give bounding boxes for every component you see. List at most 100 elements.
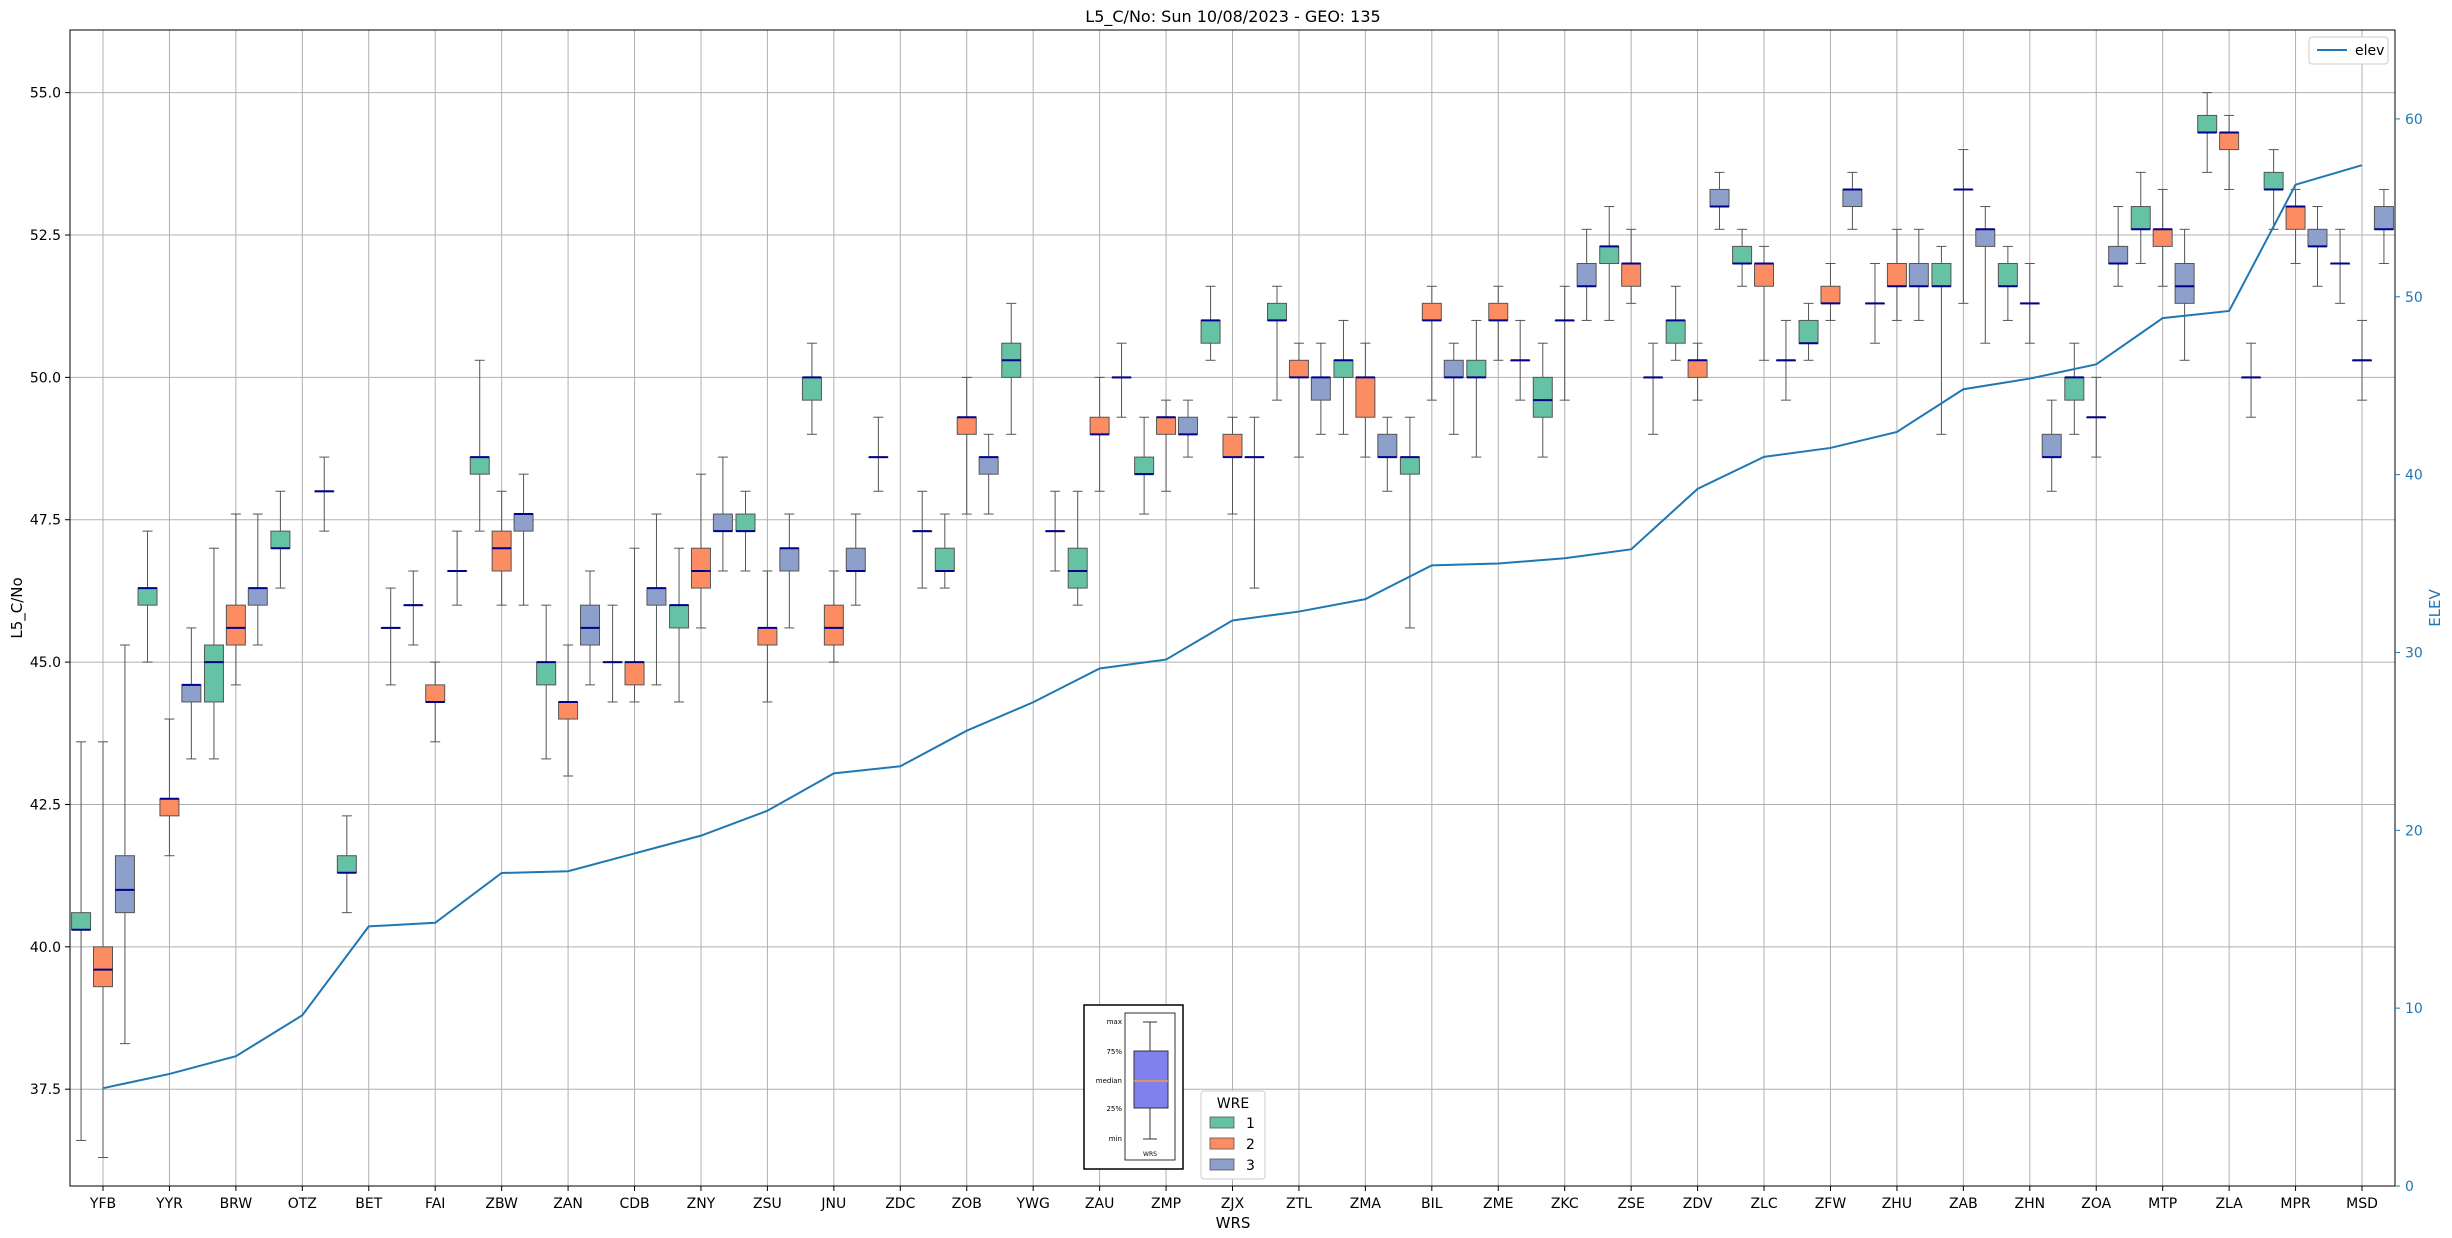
box-body bbox=[1665, 319, 1686, 344]
box-zhn-wre2 bbox=[2019, 262, 2040, 344]
x-tick-label: ZOA bbox=[2081, 1196, 2111, 1212]
box-body bbox=[469, 456, 490, 475]
x-tick-label: ZLC bbox=[1750, 1196, 1777, 1212]
line-legend-label: elev bbox=[2355, 43, 2384, 59]
box-cdb-wre2 bbox=[624, 547, 645, 703]
box-otz-wre3 bbox=[314, 456, 335, 532]
x-tick-label: ZDC bbox=[885, 1196, 915, 1212]
box-msd-wre2 bbox=[2352, 319, 2372, 401]
x-axis: YFB YYR BRW OTZ BET FAI ZBW ZAN CDB ZNY ZSU JNU ZDC Z… bbox=[89, 1186, 2378, 1212]
box-zoa-wre1 bbox=[2064, 342, 2085, 435]
box-ywg-wre3 bbox=[1045, 490, 1066, 572]
box-zau-wre2 bbox=[1089, 376, 1110, 492]
box-body bbox=[1754, 262, 1775, 287]
wre-legend-swatch-3 bbox=[1209, 1158, 1235, 1171]
box-mtp-wre3 bbox=[2174, 228, 2195, 361]
box-zlc-wre2 bbox=[1754, 245, 1775, 361]
boxplot-key-axes bbox=[1124, 1012, 1176, 1161]
box-body bbox=[1532, 376, 1553, 418]
box-zob-wre3 bbox=[978, 433, 999, 515]
box-yyr-wre3 bbox=[181, 627, 202, 760]
box-yfb-wre3 bbox=[114, 644, 135, 1045]
box-zjx-wre1 bbox=[1200, 285, 1221, 361]
box-body bbox=[823, 604, 844, 646]
box-body bbox=[1732, 245, 1753, 264]
box-ywg-wre1 bbox=[1001, 302, 1022, 435]
box-body bbox=[2041, 433, 2062, 458]
line-legend-frame bbox=[2308, 36, 2389, 65]
box-zma-wre2 bbox=[1355, 342, 1376, 458]
x-tick-label: ZNY bbox=[687, 1196, 716, 1212]
x-tick-label: ZMP bbox=[1151, 1196, 1181, 1212]
box-zbw-wre3 bbox=[513, 473, 534, 606]
wre-legend: WRE 1 2 3 bbox=[1200, 1090, 1266, 1180]
box-body bbox=[757, 627, 778, 646]
box-zme-wre1 bbox=[1466, 319, 1487, 458]
box-yfb-wre1 bbox=[71, 741, 92, 1141]
x-tick-label: ZLA bbox=[2215, 1196, 2243, 1212]
boxplot-key-xlabel: WRS bbox=[1143, 1151, 1157, 1158]
box-body bbox=[956, 416, 977, 435]
wre-legend-swatch-1 bbox=[1209, 1116, 1235, 1129]
box-zdv-wre3 bbox=[1709, 171, 1730, 230]
wre-legend-label-3: 3 bbox=[1246, 1158, 1255, 1174]
y2-tick-label: 30 bbox=[2405, 645, 2423, 661]
box-body bbox=[845, 547, 866, 572]
box-zdv-wre1 bbox=[1665, 285, 1686, 361]
box-body bbox=[71, 912, 92, 931]
x-tick-label: ZTL bbox=[1286, 1196, 1312, 1212]
x-tick-label: YWG bbox=[1016, 1196, 1050, 1212]
box-body bbox=[1975, 228, 1996, 247]
box-body bbox=[1200, 319, 1221, 344]
box-zhn-wre1 bbox=[1997, 245, 2018, 321]
box-body bbox=[1997, 262, 2018, 287]
boxplot-key-max-label: max bbox=[1107, 1018, 1122, 1026]
box-body bbox=[1599, 245, 1620, 264]
box-body bbox=[934, 547, 955, 572]
box-zab-wre3 bbox=[1975, 206, 1996, 344]
box-bet-wre1 bbox=[336, 815, 357, 914]
box-body bbox=[1709, 188, 1730, 208]
box-body bbox=[669, 604, 690, 629]
y-tick-label: 52.5 bbox=[30, 228, 61, 244]
box-fai-wre1 bbox=[403, 570, 424, 646]
y2-tick-label: 40 bbox=[2405, 468, 2423, 484]
box-body bbox=[690, 547, 711, 589]
box-body bbox=[1798, 319, 1819, 344]
box-body bbox=[203, 644, 224, 703]
box-zny-wre2 bbox=[690, 473, 711, 629]
box-body bbox=[2373, 206, 2394, 230]
y-tick-label: 47.5 bbox=[30, 513, 61, 529]
box-body bbox=[2197, 114, 2218, 134]
box-body bbox=[491, 530, 512, 572]
box-jnu-wre1 bbox=[801, 342, 822, 435]
box-ztl-wre3 bbox=[1310, 342, 1331, 435]
y-tick-label: 45.0 bbox=[30, 655, 61, 671]
box-zma-wre3 bbox=[1377, 416, 1398, 492]
box-body bbox=[1466, 359, 1487, 378]
box-zjx-wre3 bbox=[1244, 416, 1265, 589]
box-body bbox=[2174, 262, 2195, 304]
box-zoa-wre2 bbox=[2086, 376, 2107, 458]
box-zsu-wre2 bbox=[757, 570, 778, 703]
box-body bbox=[336, 855, 357, 874]
box-body bbox=[1310, 376, 1331, 401]
box-zme-wre3 bbox=[1510, 319, 1531, 401]
box-body bbox=[1687, 359, 1708, 378]
box-zse-wre1 bbox=[1599, 206, 1620, 321]
box-zdc-wre1 bbox=[868, 416, 889, 492]
y2-tick-label: 60 bbox=[2405, 112, 2423, 128]
box-zhu-wre3 bbox=[1908, 228, 1929, 321]
box-body bbox=[646, 587, 667, 606]
box-body bbox=[225, 604, 246, 646]
box-body bbox=[1488, 302, 1509, 321]
y-tick-label: 42.5 bbox=[30, 797, 61, 813]
x-tick-label: BRW bbox=[220, 1196, 253, 1212]
box-body bbox=[1222, 433, 1243, 458]
box-zob-wre2 bbox=[956, 376, 977, 515]
x-tick-label: ZAN bbox=[553, 1196, 583, 1212]
y2-tick-label: 0 bbox=[2405, 1179, 2414, 1195]
box-zmp-wre1 bbox=[1134, 416, 1155, 515]
box-zla-wre1 bbox=[2197, 92, 2218, 173]
